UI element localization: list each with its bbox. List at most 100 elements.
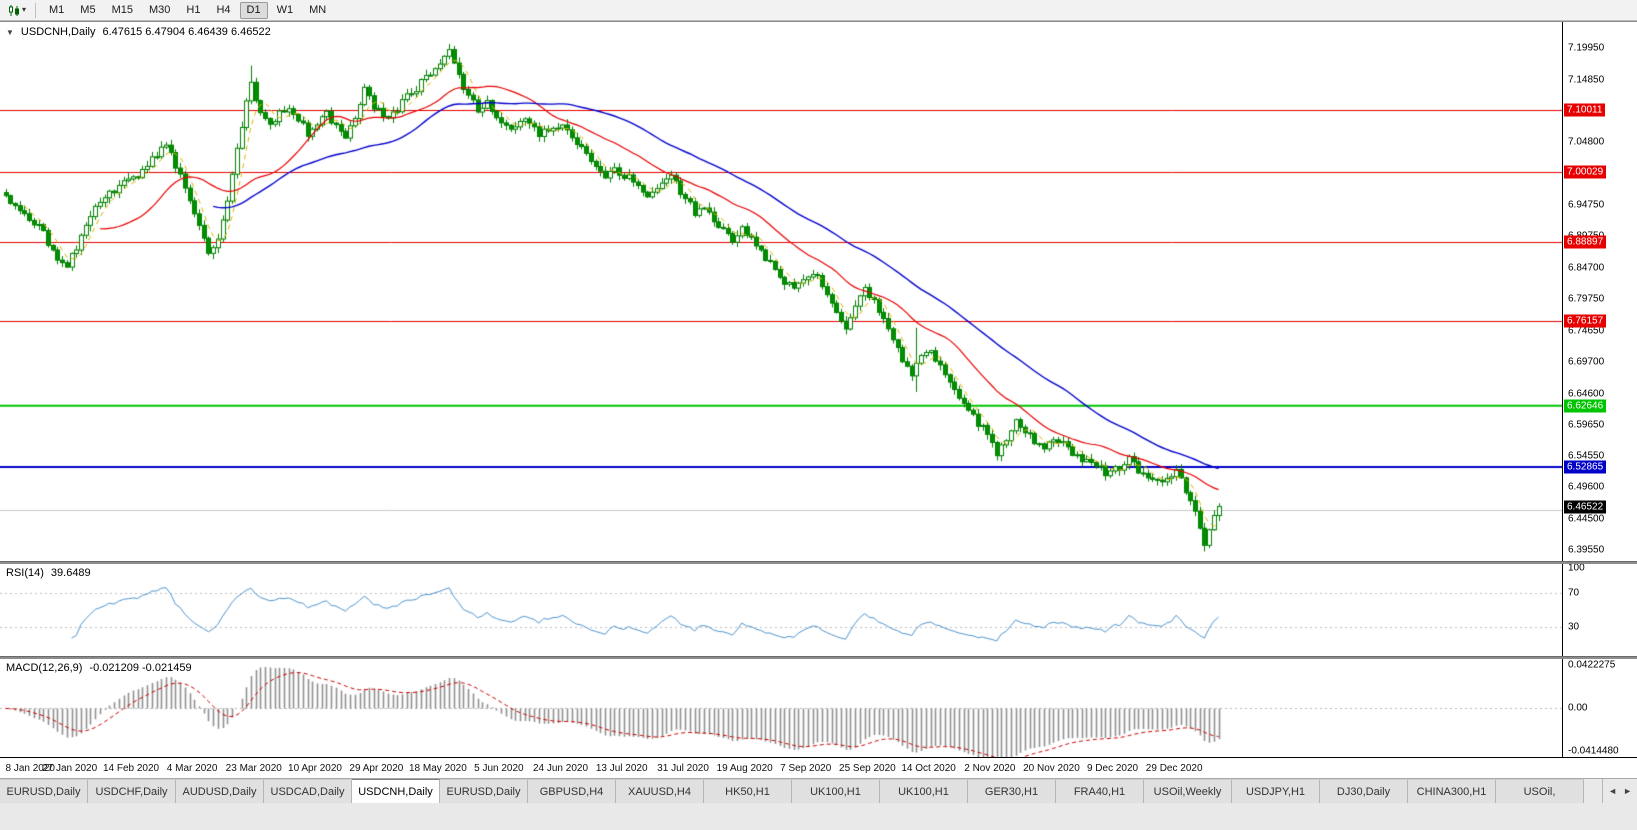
price-tick-label: 6.39550 [1568, 544, 1605, 556]
chart-tab-xauusd-h4[interactable]: XAUUSD,H4 [616, 779, 704, 803]
macd-name: MACD(12,26,9) [6, 662, 83, 674]
chart-tab-usdcnh-daily[interactable]: USDCNH,Daily [352, 779, 440, 803]
date-axis-label: 19 Aug 2020 [716, 763, 773, 774]
date-axis-label: 9 Dec 2020 [1086, 763, 1139, 774]
date-axis-label: 27 Jan 2020 [42, 763, 98, 774]
price-tick-label: 7.04800 [1568, 136, 1605, 148]
price-tick-label: 6.49600 [1568, 481, 1605, 493]
panel-separator[interactable] [0, 656, 1637, 659]
price-line-tag: 7.00029 [1564, 165, 1607, 179]
price-axis: 7.199507.148507.098007.048006.997506.947… [1562, 22, 1637, 561]
date-axis-label: 31 Jul 2020 [657, 763, 709, 774]
macd-canvas[interactable] [0, 659, 1562, 757]
price-line-tag: 6.76157 [1564, 314, 1607, 328]
macd-tick-label: -0.0414480 [1568, 745, 1619, 757]
date-axis-label: 29 Dec 2020 [1145, 763, 1203, 774]
price-tick-label: 6.59650 [1568, 419, 1605, 430]
timeframe-button-h4[interactable]: H4 [209, 2, 237, 19]
macd-values: -0.021209 -0.021459 [89, 662, 192, 674]
collapse-arrow-icon[interactable]: ▼ [6, 27, 14, 37]
price-tick-label: 6.54550 [1568, 450, 1605, 462]
chart-tab-hk50-h1[interactable]: HK50,H1 [704, 779, 792, 803]
rsi-indicator-label: RSI(14) 39.6489 [6, 567, 91, 579]
date-axis-label: 18 May 2020 [408, 763, 467, 774]
chart-header: ▼ USDCNH,Daily 6.47615 6.47904 6.46439 6… [6, 26, 271, 38]
date-axis-label: 23 Mar 2020 [225, 763, 282, 774]
date-axis-label: 29 Apr 2020 [349, 763, 404, 774]
date-axis-label: 8 Jan 2020 [5, 763, 56, 774]
date-axis-label: 7 Sep 2020 [780, 763, 832, 774]
rsi-value: 39.6489 [50, 567, 91, 579]
timeframe-button-d1[interactable]: D1 [239, 1, 268, 19]
price-tick-label: 6.94750 [1568, 199, 1605, 211]
timeframe-button-m1[interactable]: M1 [42, 2, 71, 19]
price-line-tag: 7.10011 [1564, 103, 1606, 117]
timeframe-toolbar: ▾ M1 M5 M15 M30 H1 H4 D1 W1 MN [0, 0, 1637, 21]
timeframe-button-m5[interactable]: M5 [73, 2, 102, 19]
chart-tab-fra40-h1[interactable]: FRA40,H1 [1056, 779, 1144, 803]
price-tick-label: 6.79750 [1568, 293, 1605, 305]
macd-tick-label: 0.00 [1568, 702, 1588, 714]
macd-tick-label: 0.0422275 [1568, 659, 1616, 671]
price-tick-label: 6.64600 [1568, 388, 1605, 400]
rsi-tick-label: 100 [1568, 564, 1585, 574]
price-tick-label: 6.69700 [1568, 356, 1605, 368]
price-tick-label: 7.14850 [1568, 74, 1605, 85]
chart-tab-eurusd-daily[interactable]: EURUSD,Daily [0, 779, 88, 803]
macd-axis: 0.0422275 0.00 -0.0414480 [1562, 659, 1637, 757]
tab-scroll-controls: ◄ ► [1602, 779, 1637, 803]
chart-tab-usdcad-daily[interactable]: USDCAD,Daily [264, 779, 352, 803]
tab-scroll-right-icon[interactable]: ► [1623, 785, 1632, 796]
chart-tab-usdjpy-h1[interactable]: USDJPY,H1 [1232, 779, 1320, 803]
date-axis-label: 14 Feb 2020 [102, 763, 160, 774]
tab-scroll-left-icon[interactable]: ◄ [1608, 785, 1618, 796]
date-axis-label: 14 Oct 2020 [901, 763, 956, 774]
chart-tab-dj30-daily[interactable]: DJ30,Daily [1320, 779, 1408, 803]
chart-tab-uk100-h1[interactable]: UK100,H1 [792, 779, 880, 803]
date-axis-label: 20 Nov 2020 [1023, 763, 1080, 774]
macd-indicator-label: MACD(12,26,9) -0.021209 -0.021459 [6, 662, 192, 674]
main-chart-panel: ▼ USDCNH,Daily 6.47615 6.47904 6.46439 6… [0, 21, 1637, 561]
current-price-tag: 6.46522 [1564, 500, 1607, 514]
macd-panel: MACD(12,26,9) -0.021209 -0.021459 0.0422… [0, 659, 1637, 757]
candlestick-chart-icon [9, 4, 19, 16]
chart-tab-uk100-h1[interactable]: UK100,H1 [880, 779, 968, 803]
chart-ohlc-values: 6.47615 6.47904 6.46439 6.46522 [102, 26, 271, 38]
rsi-canvas[interactable] [0, 564, 1562, 656]
price-line-tag: 6.62646 [1564, 399, 1607, 413]
rsi-axis: 100 70 30 [1562, 564, 1637, 656]
timeframe-button-w1[interactable]: W1 [270, 2, 301, 19]
chart-tab-eurusd-daily[interactable]: EURUSD,Daily [440, 779, 528, 803]
date-axis-label: 10 Apr 2020 [288, 763, 342, 774]
chart-type-button[interactable]: ▾ [4, 2, 30, 19]
dropdown-caret-icon: ▾ [22, 5, 27, 14]
date-axis: 8 Jan 2020 27 Jan 2020 14 Feb 2020 4 Mar 20… [0, 757, 1637, 778]
chart-tab-usdchf-daily[interactable]: USDCHF,Daily [88, 779, 176, 803]
date-axis-label: 2 Nov 2020 [964, 763, 1016, 774]
date-axis-label: 4 Mar 2020 [166, 763, 218, 774]
date-axis-label: 5 Jun 2020 [474, 763, 524, 774]
rsi-panel: RSI(14) 39.6489 100 70 30 [0, 564, 1637, 656]
rsi-tick-label: 70 [1568, 587, 1580, 599]
rsi-name: RSI(14) [6, 567, 44, 579]
main-chart-canvas[interactable] [0, 22, 1562, 561]
price-line-tag: 6.88897 [1564, 235, 1607, 249]
chart-tab-ger30-h1[interactable]: GER30,H1 [968, 779, 1056, 803]
price-tick-label: 7.19950 [1568, 42, 1605, 54]
timeframe-button-m30[interactable]: M30 [142, 2, 177, 19]
rsi-tick-label: 30 [1568, 621, 1580, 633]
chart-tab-china300-h1[interactable]: CHINA300,H1 [1408, 779, 1496, 803]
timeframe-button-h1[interactable]: H1 [179, 2, 207, 19]
date-axis-label: 13 Jul 2020 [595, 763, 648, 774]
chart-tab-usoil-[interactable]: USOil, [1496, 779, 1584, 803]
price-tick-label: 6.44500 [1568, 513, 1605, 525]
panel-separator[interactable] [0, 561, 1637, 564]
timeframe-button-m15[interactable]: M15 [105, 2, 140, 19]
chart-tab-usoil-weekly[interactable]: USOil,Weekly [1144, 779, 1232, 803]
chart-tab-audusd-daily[interactable]: AUDUSD,Daily [176, 779, 264, 803]
date-axis-label: 25 Sep 2020 [839, 763, 896, 774]
chart-tab-gbpusd-h4[interactable]: GBPUSD,H4 [528, 779, 616, 803]
timeframe-button-mn[interactable]: MN [302, 2, 333, 19]
date-axis-label: 24 Jun 2020 [532, 763, 589, 774]
